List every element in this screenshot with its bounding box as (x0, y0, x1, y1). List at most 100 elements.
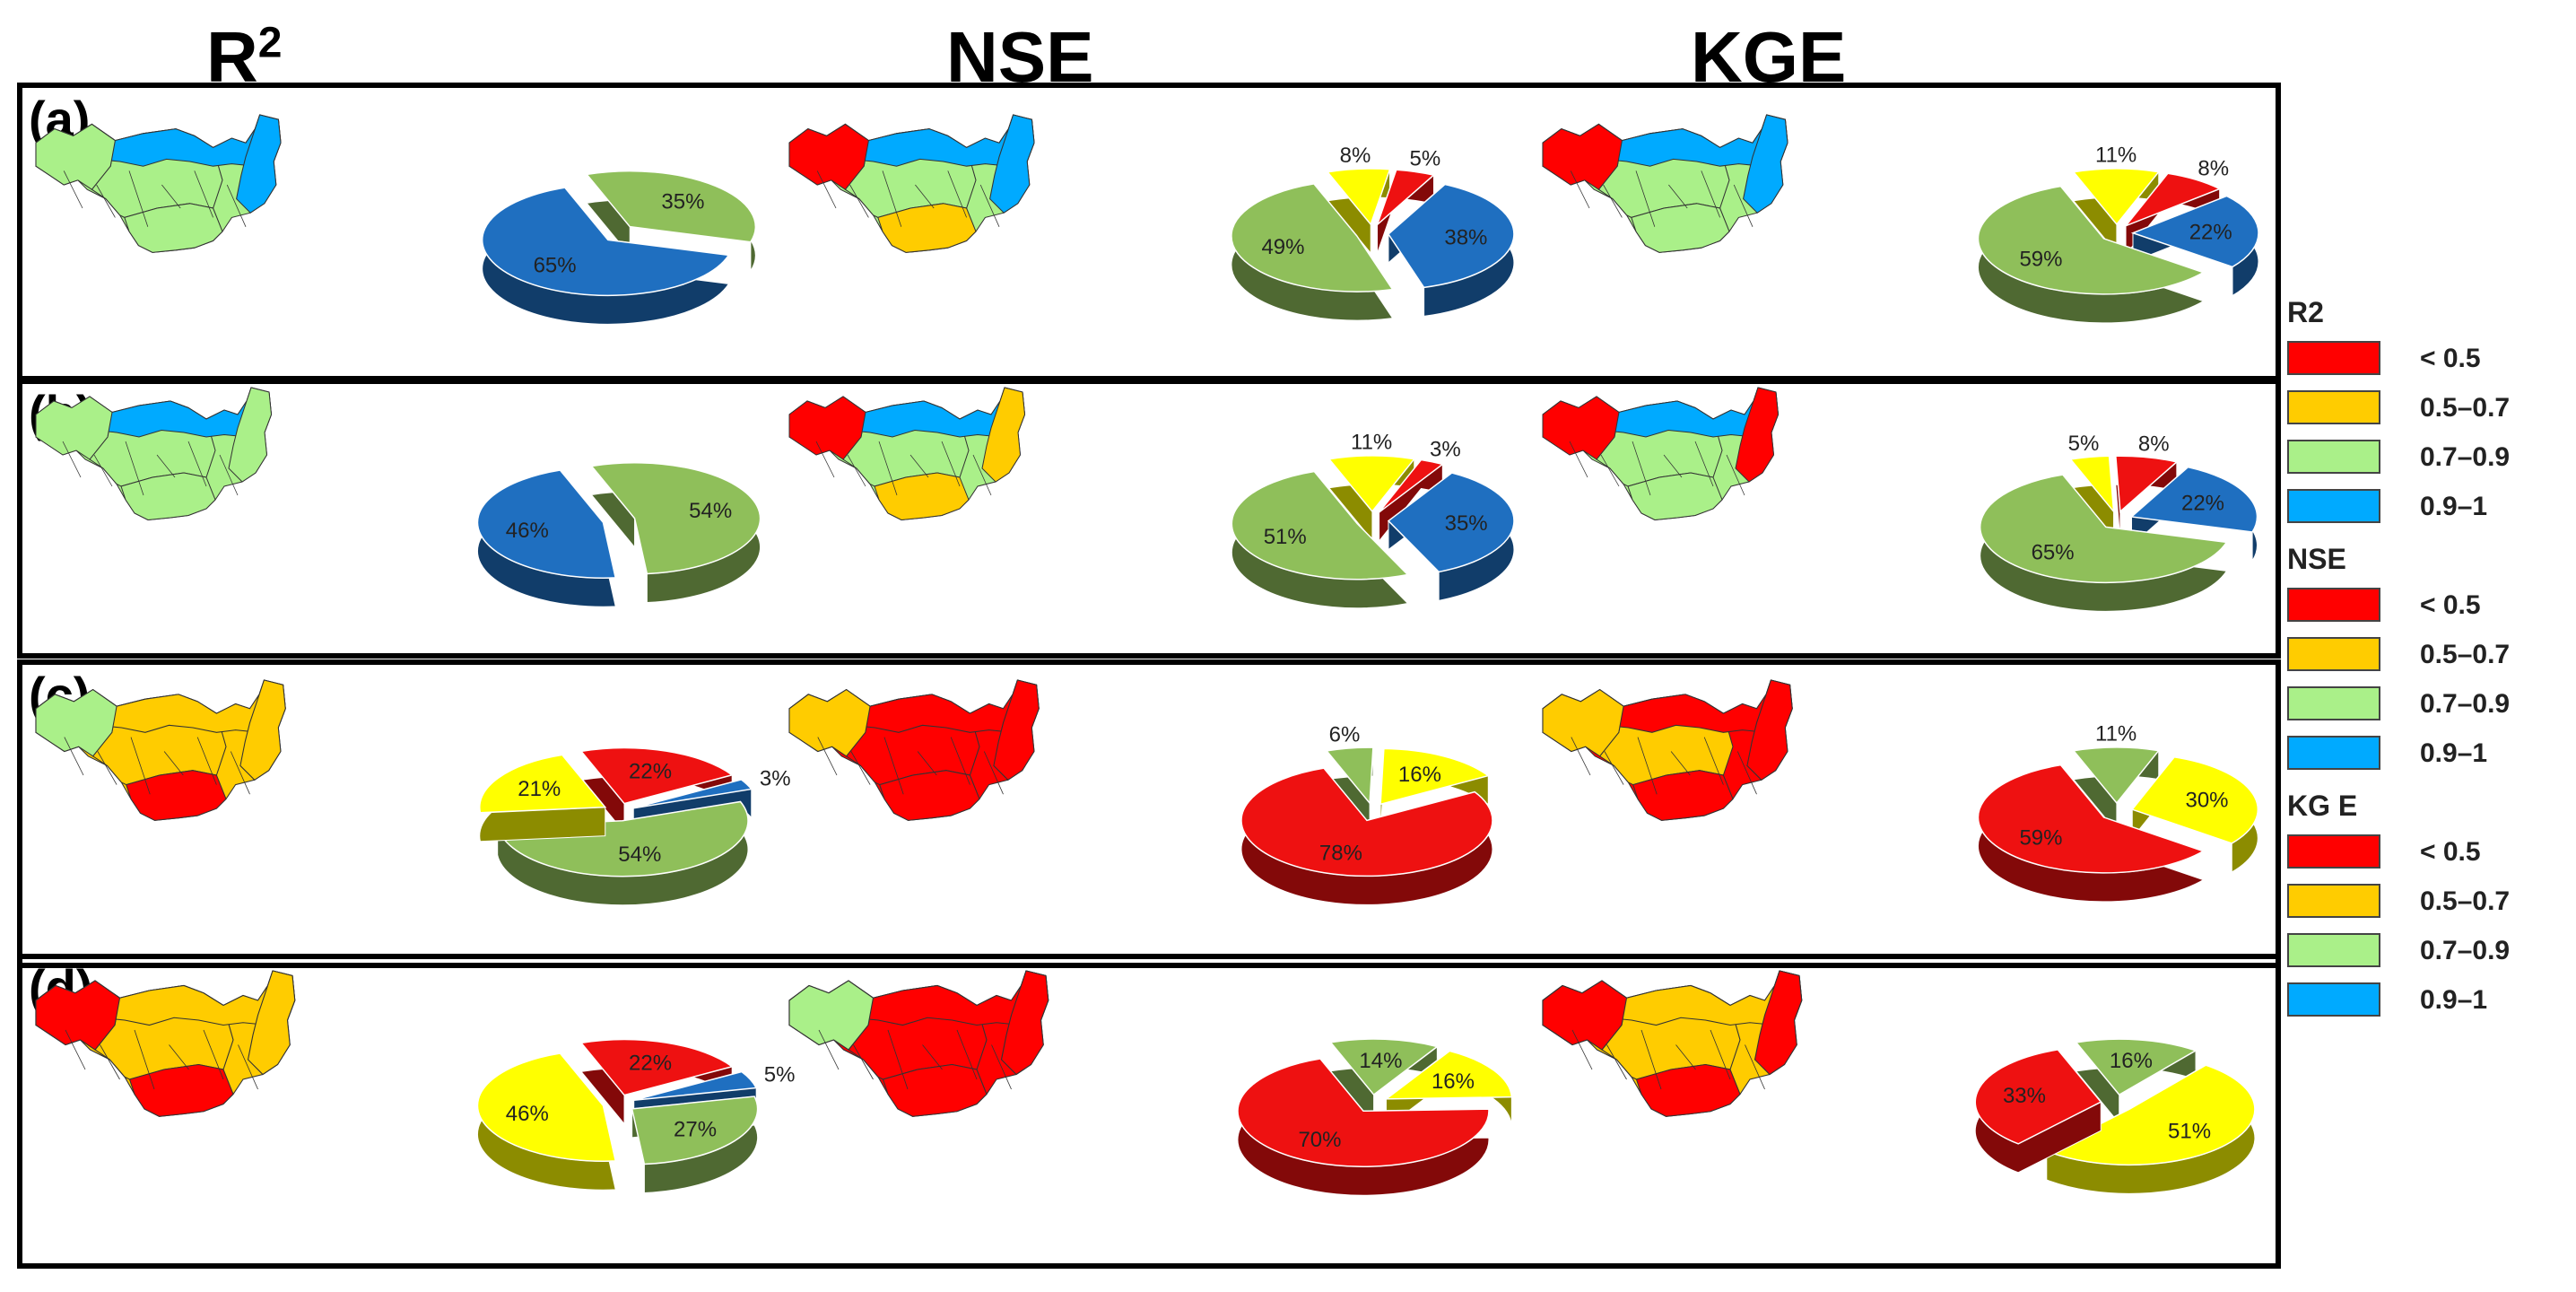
pie-slice-label: 27% (674, 1117, 717, 1141)
subbasin-line (818, 1029, 840, 1070)
basin-region (1542, 396, 1620, 460)
subbasin-line (850, 751, 871, 785)
subbasin-line (64, 737, 84, 776)
pie-chart: 6% 16% 78% (1240, 723, 1493, 905)
basin-map (788, 970, 1049, 1117)
legend-label-r2-09-1: 0.9–1 (2420, 492, 2488, 521)
legend-label-kge-07-09: 0.7–0.9 (2420, 936, 2511, 965)
basin-region (879, 770, 980, 821)
pie-slice-label: 33% (2003, 1084, 2046, 1108)
legend-swatch-kge-07-09 (2287, 933, 2380, 967)
subbasin-line (849, 184, 869, 218)
basin-map (788, 679, 1040, 821)
basin-region (35, 980, 121, 1051)
pie-chart: 16% 51% 33% (1974, 1038, 2256, 1194)
subbasin-line (169, 1044, 189, 1070)
legend-label-r2-lt05: < 0.5 (2420, 344, 2481, 373)
pie-slice (1231, 470, 1409, 581)
basin-region (1627, 472, 1723, 521)
pie-slice-label: 59% (2019, 248, 2062, 272)
pie-slice (2115, 455, 2179, 513)
subbasin-line (947, 170, 967, 218)
basin-map (35, 114, 282, 253)
pie-slice-label: 65% (2032, 540, 2075, 564)
subbasin-line (853, 1044, 874, 1080)
pie-slice-label: 35% (1445, 511, 1488, 536)
pie-slice-label: 11% (2095, 722, 2137, 746)
subbasin-line (991, 1044, 1012, 1090)
basin-region (1542, 688, 1624, 757)
pie-slice (1326, 168, 1391, 226)
pie-slice-label: 38% (1444, 225, 1487, 249)
pie-slice-label: 3% (1430, 438, 1461, 462)
pie-slice-label: 46% (506, 1102, 549, 1126)
basin-map (1542, 114, 1788, 253)
pie-slice (476, 1052, 617, 1162)
subbasin-line (97, 751, 117, 785)
pie-chart: 35% 65% (482, 170, 757, 325)
subbasin-line (1668, 184, 1688, 209)
pie-slice-label: 51% (1264, 525, 1307, 549)
pie-chart: 14% 16% 70% (1237, 1038, 1513, 1196)
subbasin-line (238, 1044, 258, 1090)
subbasin-line (1606, 1044, 1627, 1080)
pie-slice-label: 8% (1340, 144, 1371, 168)
basin-region (874, 472, 970, 521)
pie-slice (1977, 764, 2206, 874)
subbasin-line (161, 184, 181, 209)
subbasin-line (1571, 1029, 1593, 1070)
subbasin-line (1745, 1044, 1765, 1090)
legend-label-kge-05-07: 0.5–0.7 (2420, 886, 2511, 916)
pie-slice-label: 22% (629, 759, 672, 783)
basin-map (35, 679, 286, 821)
basin-region (788, 980, 875, 1051)
subbasin-line (100, 1044, 120, 1080)
subbasin-line (93, 454, 113, 487)
pie-slice-label: 16% (1432, 1069, 1475, 1094)
pie-slice (2072, 746, 2161, 805)
subbasin-line (63, 170, 83, 209)
basin-region (788, 396, 866, 460)
legend: R2 < 0.5 0.5–0.7 0.7–0.9 0.9–1 NSE < 0.5… (2287, 287, 2576, 1041)
subbasin-line (887, 1029, 909, 1090)
pie-slice (2072, 168, 2161, 226)
pie-slice (1240, 767, 1493, 877)
subbasin-line (1710, 1029, 1731, 1080)
basin-region (1735, 387, 1780, 483)
pie-chart: 22% 5% 27% 46% (476, 1038, 796, 1194)
subbasin-line (1675, 1044, 1696, 1070)
subbasin-line (1703, 737, 1724, 785)
pie-slice (476, 469, 617, 579)
subbasin-line (816, 170, 837, 209)
pie-slice (1379, 747, 1490, 806)
pie-slice (633, 1070, 758, 1102)
pie-slice-label: 30% (2185, 788, 2228, 812)
pie-slice (1325, 746, 1374, 806)
pie-slice-label: 6% (1329, 723, 1361, 747)
legend-title-kge: KG E (2287, 790, 2358, 822)
row-frame (17, 379, 2281, 659)
subbasin-line (1726, 454, 1745, 496)
pie-slice (1375, 169, 1436, 227)
pie-slice-label: 5% (1409, 147, 1440, 171)
basin-region (120, 472, 216, 521)
pie-slice-label: 21% (518, 777, 561, 801)
subbasin-line (156, 454, 176, 478)
subbasin-line (922, 1044, 943, 1070)
subbasin-line (134, 1029, 155, 1090)
subbasin-line (187, 441, 207, 487)
basin-region (247, 970, 296, 1076)
pie-slice-label: 78% (1319, 842, 1362, 866)
legend-swatch-nse-lt05 (2287, 588, 2380, 622)
subbasin-line (1571, 737, 1591, 776)
pie-slice-label: 5% (764, 1062, 796, 1087)
basin-map (1542, 970, 1803, 1117)
pie-slice-label: 8% (2138, 432, 2170, 457)
pie-slice (1379, 458, 1445, 513)
subbasin-line (950, 737, 970, 785)
basin-region (1542, 980, 1628, 1051)
subbasin-line (196, 737, 217, 785)
basin-map (788, 114, 1035, 253)
pie-slice-label: 11% (1351, 431, 1392, 455)
